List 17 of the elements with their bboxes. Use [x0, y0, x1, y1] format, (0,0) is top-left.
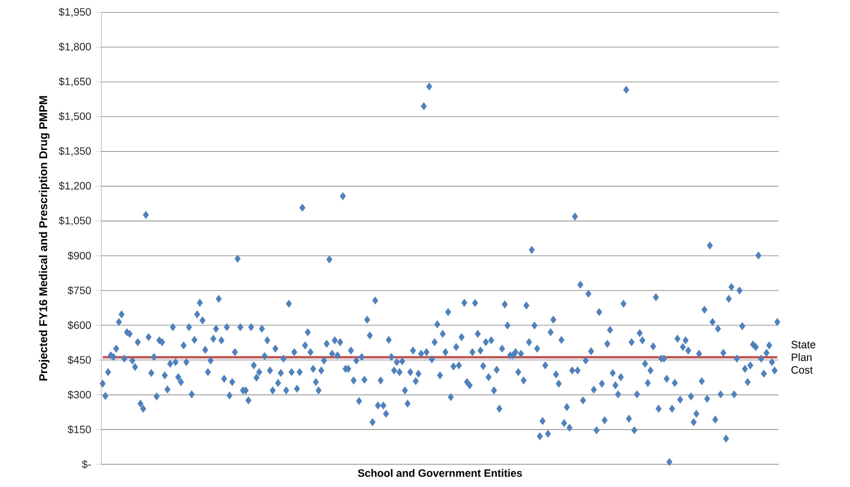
y-tick-label: $900	[68, 251, 91, 260]
y-tick-label: $1,950	[58, 8, 91, 17]
y-tick-label: $1,500	[58, 112, 91, 122]
y-tick-label: $1,650	[58, 77, 91, 86]
y-tick-label: $600	[68, 320, 91, 330]
y-tick-label: $1,800	[58, 42, 91, 52]
y-tick-label: $1,350	[58, 146, 91, 156]
y-tick-label: $1,200	[58, 182, 91, 191]
y-axis-title: Projected FY16 Medical and Prescription Drug PMPM	[38, 96, 50, 381]
y-tick-label: $450	[68, 356, 91, 364]
y-tick-label: $-	[82, 460, 91, 469]
y-tick-label: $150	[68, 425, 91, 434]
x-axis-title: School and Government Entities	[358, 469, 522, 477]
y-tick-label: $750	[68, 286, 91, 295]
ref-line-label: State Plan Cost	[791, 340, 816, 374]
y-tick-label: $300	[68, 390, 91, 400]
y-tick-label: $1,050	[58, 216, 91, 226]
